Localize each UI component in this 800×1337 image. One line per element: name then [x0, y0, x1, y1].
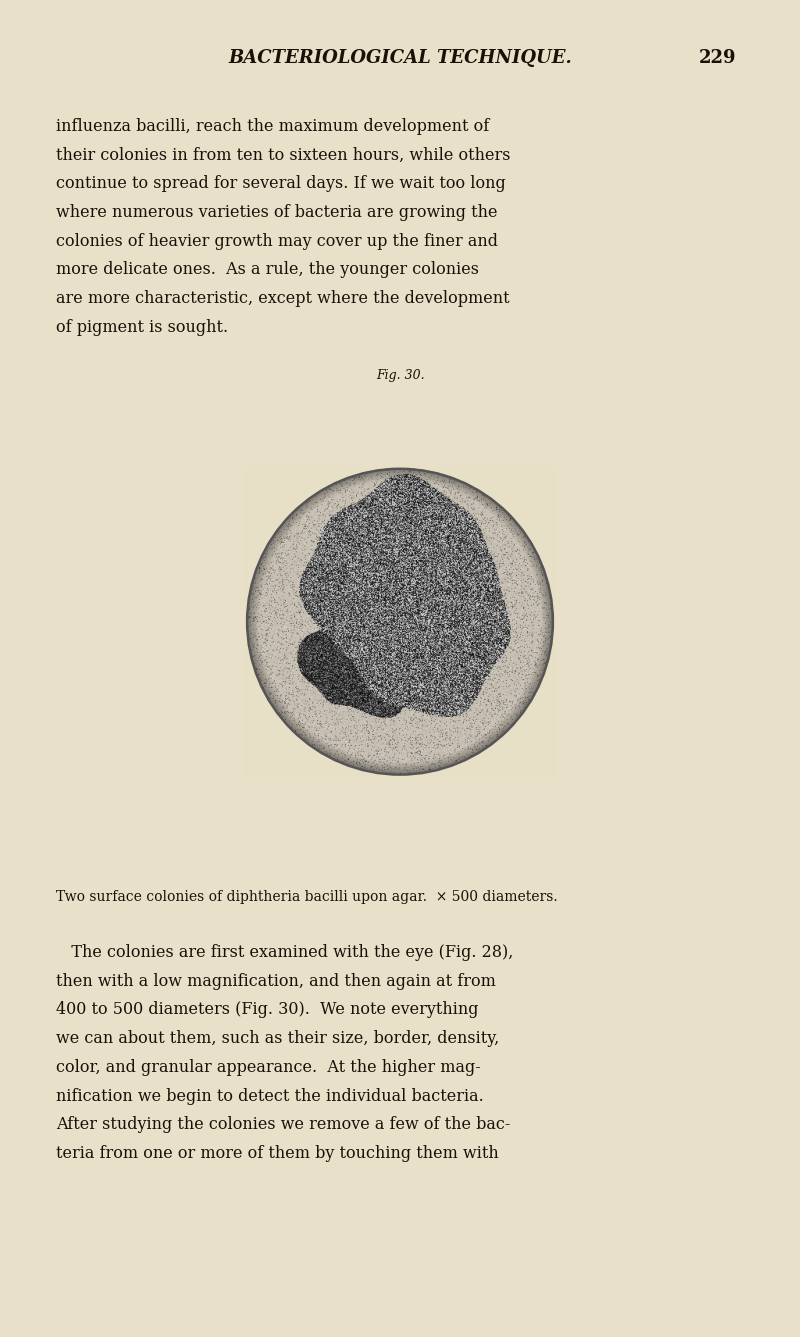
- Text: influenza bacilli, reach the maximum development of: influenza bacilli, reach the maximum dev…: [56, 118, 490, 135]
- Text: are more characteristic, except where the development: are more characteristic, except where th…: [56, 290, 510, 308]
- Text: 229: 229: [698, 49, 736, 67]
- Text: teria from one or more of them by touching them with: teria from one or more of them by touchi…: [56, 1144, 498, 1162]
- Text: Two surface colonies of diphtheria bacilli upon agar.  × 500 diameters.: Two surface colonies of diphtheria bacil…: [56, 890, 558, 904]
- Text: more delicate ones.  As a rule, the younger colonies: more delicate ones. As a rule, the young…: [56, 262, 479, 278]
- Text: nification we begin to detect the individual bacteria.: nification we begin to detect the indivi…: [56, 1088, 484, 1104]
- Text: After studying the colonies we remove a few of the bac-: After studying the colonies we remove a …: [56, 1116, 510, 1134]
- Text: color, and granular appearance.  At the higher mag-: color, and granular appearance. At the h…: [56, 1059, 481, 1076]
- Text: then with a low magnification, and then again at from: then with a low magnification, and then …: [56, 973, 496, 989]
- Text: 400 to 500 diameters (Fig. 30).  We note everything: 400 to 500 diameters (Fig. 30). We note …: [56, 1001, 478, 1019]
- Text: their colonies in from ten to sixteen hours, while others: their colonies in from ten to sixteen ho…: [56, 146, 510, 163]
- Text: we can about them, such as their size, border, density,: we can about them, such as their size, b…: [56, 1029, 499, 1047]
- Text: where numerous varieties of bacteria are growing the: where numerous varieties of bacteria are…: [56, 203, 498, 221]
- Text: of pigment is sought.: of pigment is sought.: [56, 318, 228, 336]
- Text: BACTERIOLOGICAL TECHNIQUE.: BACTERIOLOGICAL TECHNIQUE.: [228, 49, 572, 67]
- Text: colonies of heavier growth may cover up the finer and: colonies of heavier growth may cover up …: [56, 233, 498, 250]
- Text: Fig. 30.: Fig. 30.: [376, 369, 424, 382]
- Text: The colonies are first examined with the eye (Fig. 28),: The colonies are first examined with the…: [56, 944, 514, 961]
- Text: continue to spread for several days. If we wait too long: continue to spread for several days. If …: [56, 175, 506, 193]
